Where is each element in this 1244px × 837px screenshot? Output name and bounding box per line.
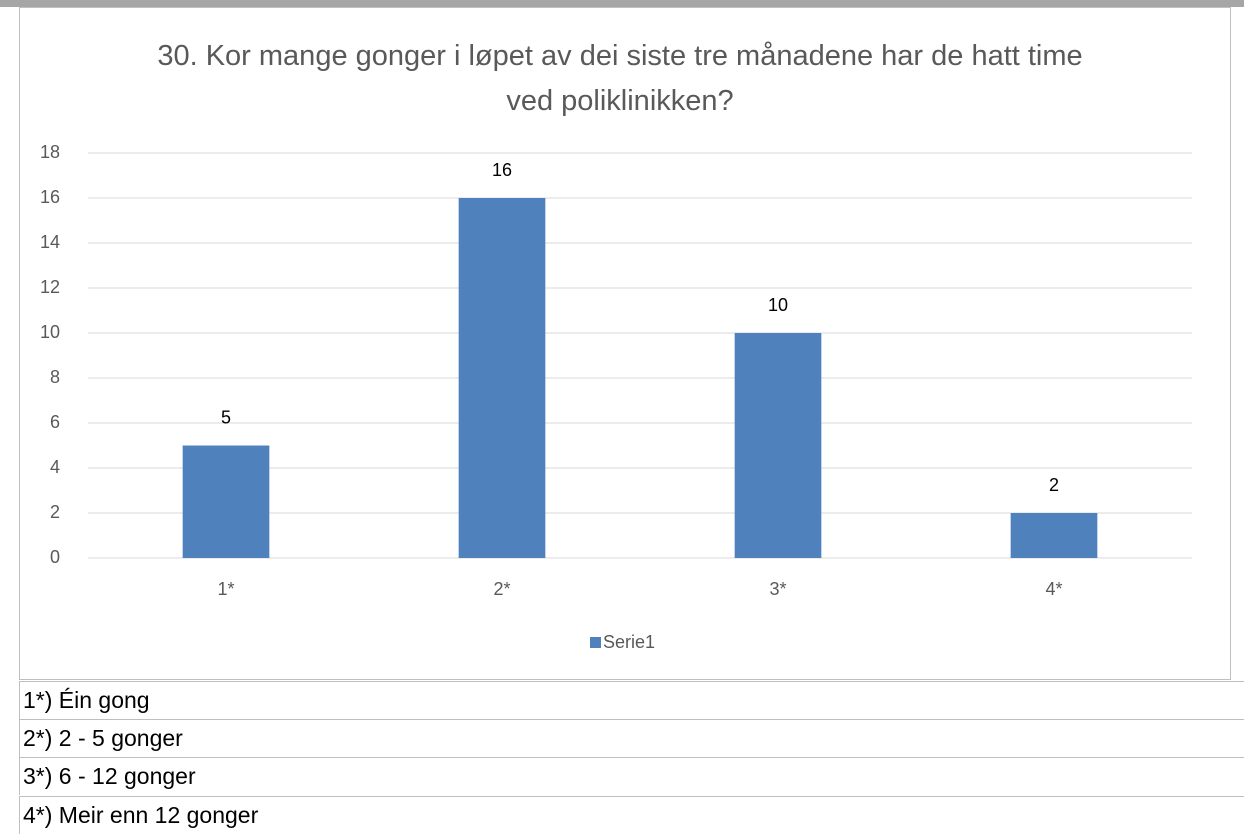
footnote: 2*) 2 - 5 gonger	[19, 719, 1244, 757]
bar	[734, 333, 822, 558]
y-tick-label: 6	[50, 412, 60, 432]
legend-swatch	[590, 637, 601, 648]
footnote: 4*) Meir enn 12 gonger	[19, 796, 1244, 834]
y-tick-label: 4	[50, 457, 60, 477]
y-tick-label: 18	[40, 142, 60, 162]
footnote: 1*) Éin gong	[19, 681, 1244, 719]
data-label: 10	[768, 295, 788, 315]
y-tick-label: 2	[50, 502, 60, 522]
x-tick-label: 3*	[769, 579, 786, 599]
chart-title: 30. Kor mange gonger i løpet av dei sist…	[157, 40, 1083, 117]
y-tick-label: 8	[50, 367, 60, 387]
x-tick-label: 4*	[1045, 579, 1062, 599]
chart-cell	[19, 7, 1231, 680]
legend-label: Serie1	[603, 632, 655, 652]
bar	[1010, 513, 1098, 558]
y-tick-label: 14	[40, 232, 60, 252]
y-tick-label: 10	[40, 322, 60, 342]
header-bar	[0, 0, 1244, 7]
bar	[458, 198, 546, 558]
y-tick-label: 16	[40, 187, 60, 207]
y-tick-label: 12	[40, 277, 60, 297]
data-label: 2	[1049, 475, 1059, 495]
footnote: 3*) 6 - 12 gonger	[19, 757, 1244, 795]
data-label: 5	[221, 407, 231, 427]
bar	[182, 445, 270, 558]
x-tick-label: 2*	[493, 579, 510, 599]
y-tick-label: 0	[50, 547, 60, 567]
data-label: 16	[492, 160, 512, 180]
x-tick-label: 1*	[217, 579, 234, 599]
